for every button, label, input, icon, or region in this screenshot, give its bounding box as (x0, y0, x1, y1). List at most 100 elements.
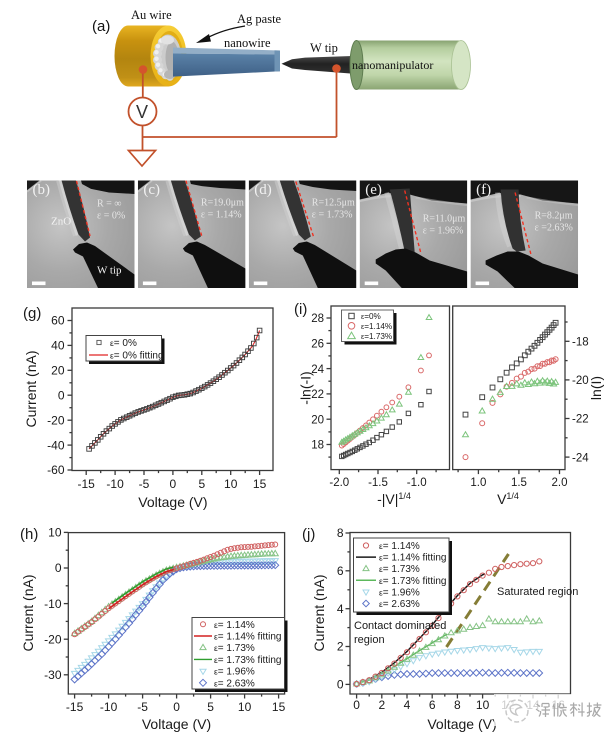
svg-text:-30: -30 (44, 668, 62, 682)
svg-text:40: 40 (51, 339, 65, 353)
svg-text:nanowire: nanowire (224, 36, 271, 50)
svg-text:(b): (b) (33, 182, 51, 198)
svg-text:2.0: 2.0 (552, 477, 568, 489)
svg-text:R=19.0μm: R=19.0μm (201, 198, 244, 209)
svg-text:ε= 1.73% fitting: ε= 1.73% fitting (379, 576, 446, 587)
svg-text:ε= 0%: ε= 0% (110, 338, 137, 349)
svg-text:nanomanipulator: nanomanipulator (352, 58, 433, 72)
svg-text:6: 6 (337, 564, 344, 578)
svg-text:Current (nA): Current (nA) (311, 574, 327, 651)
svg-text:6: 6 (429, 698, 436, 712)
svg-text:-20: -20 (572, 375, 589, 387)
svg-text:(f): (f) (476, 182, 491, 198)
svg-text:15: 15 (253, 477, 267, 491)
svg-text:ε= 2.63%: ε= 2.63% (214, 678, 255, 689)
svg-text:R=8.2μm: R=8.2μm (535, 211, 573, 222)
svg-text:W tip: W tip (97, 265, 122, 277)
svg-text:-40: -40 (47, 438, 65, 452)
svg-text:ε= 1.14% fitting: ε= 1.14% fitting (379, 553, 446, 564)
svg-text:V: V (136, 102, 148, 122)
svg-text:(h): (h) (20, 526, 38, 543)
svg-text:60: 60 (51, 314, 65, 328)
svg-text:28: 28 (311, 313, 324, 325)
svg-text:8: 8 (337, 526, 344, 540)
svg-text:-15: -15 (78, 477, 96, 491)
svg-text:ε = 1.73%: ε = 1.73% (312, 210, 353, 221)
svg-text:-1.5: -1.5 (368, 477, 388, 489)
svg-text:Au wire: Au wire (131, 8, 172, 22)
svg-text:2: 2 (337, 640, 344, 654)
svg-text:-1.0: -1.0 (407, 477, 427, 489)
svg-text:24: 24 (311, 364, 324, 376)
svg-text:0: 0 (58, 388, 65, 402)
svg-text:ε= 1.73% fitting: ε= 1.73% fitting (214, 655, 281, 666)
svg-text:(g): (g) (23, 305, 41, 322)
svg-text:ε = 1.96%: ε = 1.96% (423, 226, 464, 237)
svg-text:Saturated region: Saturated region (497, 586, 578, 598)
svg-text:10: 10 (238, 700, 252, 714)
svg-text:Ag paste: Ag paste (237, 12, 282, 26)
svg-text:-15: -15 (66, 700, 84, 714)
svg-text:ε=0%: ε=0% (361, 312, 381, 321)
svg-text:-2.0: -2.0 (329, 477, 349, 489)
svg-text:5: 5 (207, 700, 214, 714)
svg-text:Current (nA): Current (nA) (20, 574, 36, 651)
svg-text:R=12.5μm: R=12.5μm (312, 198, 355, 209)
svg-text:-10: -10 (106, 477, 124, 491)
svg-text:ε= 1.96%: ε= 1.96% (379, 587, 420, 598)
svg-text:Voltage (V): Voltage (V) (138, 494, 207, 510)
svg-text:-24: -24 (572, 452, 589, 464)
svg-text:ε =2.63%: ε =2.63% (535, 223, 573, 234)
svg-text:-5: -5 (137, 700, 148, 714)
svg-text:(a): (a) (92, 18, 110, 35)
svg-text:-60: -60 (47, 463, 65, 477)
svg-text:Voltage (V): Voltage (V) (142, 716, 211, 732)
svg-text:ε= 0% fitting: ε= 0% fitting (110, 351, 164, 362)
svg-text:-ln(-I): -ln(-I) (298, 371, 314, 404)
svg-text:R = ∞: R = ∞ (97, 199, 121, 210)
svg-text:ln(I): ln(I) (588, 376, 604, 400)
svg-text:ε= 1.14%: ε= 1.14% (214, 620, 255, 631)
svg-text:8: 8 (454, 698, 461, 712)
svg-text:0: 0 (337, 678, 344, 692)
svg-text:2: 2 (378, 698, 385, 712)
svg-text:-18: -18 (572, 337, 589, 349)
svg-text:(j): (j) (302, 526, 315, 543)
svg-text:-22: -22 (572, 414, 589, 426)
svg-text:Current (nA): Current (nA) (23, 350, 39, 427)
svg-text:ε=1.73%: ε=1.73% (361, 332, 392, 341)
svg-text:0: 0 (353, 698, 360, 712)
svg-text:10: 10 (224, 477, 238, 491)
svg-text:ε = 1.14%: ε = 1.14% (201, 210, 242, 221)
svg-text:W tip: W tip (310, 41, 338, 55)
svg-text:22: 22 (311, 389, 324, 401)
svg-text:10: 10 (476, 698, 490, 712)
svg-text:ε= 1.14% fitting: ε= 1.14% fitting (214, 632, 281, 643)
svg-text:Voltage (V): Voltage (V) (427, 716, 496, 732)
svg-text:ε=1.14%: ε=1.14% (361, 322, 392, 331)
svg-text:Contact dominated: Contact dominated (354, 620, 446, 632)
svg-text:ε = 0%: ε = 0% (97, 211, 125, 222)
svg-text:ZnO: ZnO (51, 216, 71, 228)
svg-text:ε= 1.14%: ε= 1.14% (379, 541, 420, 552)
svg-text:(e): (e) (365, 182, 382, 198)
svg-text:1.5: 1.5 (511, 477, 527, 489)
svg-text:26: 26 (311, 339, 324, 351)
svg-text:5: 5 (198, 477, 205, 491)
svg-text:20: 20 (311, 414, 324, 426)
svg-text:-10: -10 (100, 700, 118, 714)
svg-text:(i): (i) (294, 301, 307, 318)
svg-text:ε= 2.63%: ε= 2.63% (379, 599, 420, 610)
svg-text:(c): (c) (143, 182, 160, 198)
svg-text:0: 0 (55, 561, 62, 575)
svg-text:R=11.0μm: R=11.0μm (423, 214, 466, 225)
svg-text:4: 4 (337, 602, 344, 616)
svg-text:1.0: 1.0 (470, 477, 486, 489)
svg-text:0: 0 (173, 700, 180, 714)
svg-text:-20: -20 (44, 632, 62, 646)
svg-text:ε= 1.73%: ε= 1.73% (379, 564, 420, 575)
svg-text:region: region (354, 634, 385, 646)
svg-text:10: 10 (48, 526, 62, 540)
svg-text:18: 18 (311, 440, 324, 452)
svg-text:-20: -20 (47, 413, 65, 427)
